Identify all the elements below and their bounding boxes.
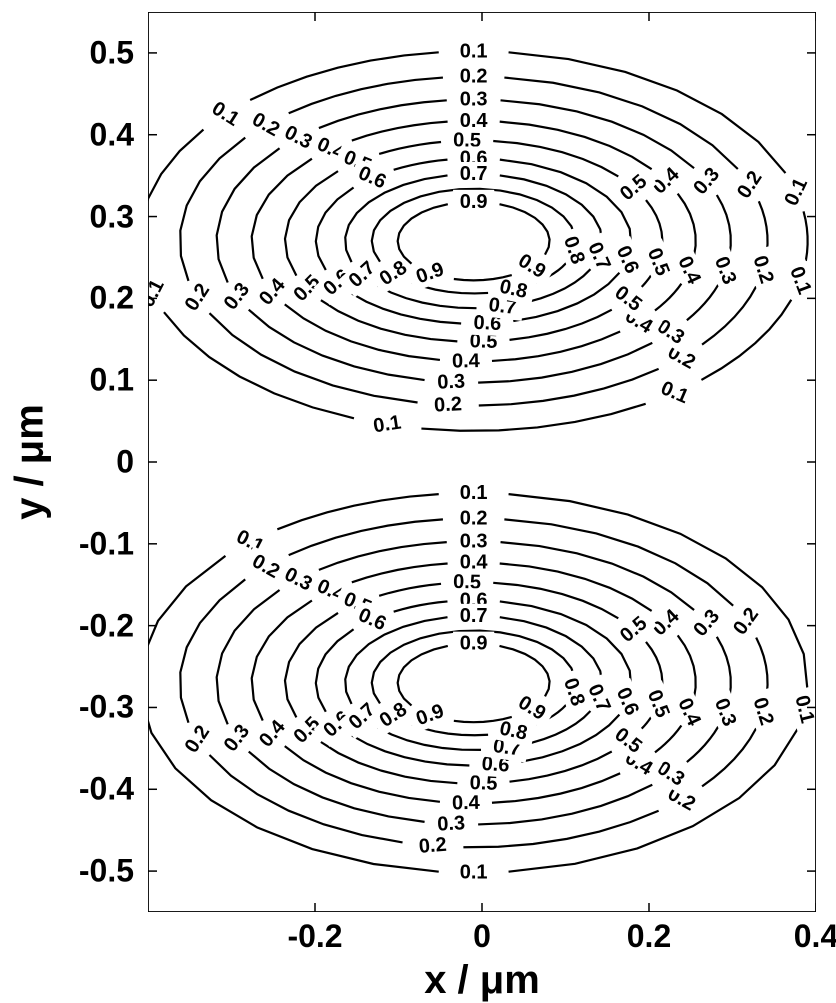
contour-line	[478, 785, 652, 825]
y-tick-label: -0.4	[74, 771, 134, 808]
contour-line	[510, 310, 612, 340]
x-tick-label: 0.4	[794, 918, 836, 955]
y-tick-label: 0.3	[74, 198, 134, 235]
contour-line	[759, 201, 768, 252]
contour-line	[655, 284, 681, 311]
contour-line	[285, 746, 440, 802]
y-tick-label: -0.2	[74, 607, 134, 644]
contour-line	[148, 130, 203, 275]
contour-level-label: 0.3	[460, 89, 488, 111]
contour-line	[285, 304, 440, 360]
contour-line	[701, 300, 791, 380]
contour-line	[252, 600, 312, 720]
contour-level-label: 0.7	[460, 605, 488, 627]
contour-line	[352, 122, 448, 141]
contour-line	[509, 52, 786, 173]
y-tick-label: 0.5	[74, 34, 134, 71]
contour-line	[642, 717, 651, 728]
contour-line	[164, 312, 354, 418]
contour-line	[394, 601, 448, 611]
contour-line	[678, 635, 696, 698]
contour-line	[252, 159, 312, 279]
contour-line	[500, 204, 550, 254]
y-axis-title: y / μm	[8, 404, 53, 520]
contour-line	[285, 613, 338, 717]
contour-line	[642, 275, 651, 286]
contour-line	[479, 369, 659, 406]
contour-level-label: 0.1	[372, 411, 403, 437]
contour-line	[478, 343, 652, 383]
contour-line	[289, 78, 443, 114]
contour-line	[249, 752, 425, 822]
y-tick-label: -0.3	[74, 689, 134, 726]
y-tick-label: 0.4	[74, 116, 134, 153]
contour-level-label: 0.9	[460, 191, 488, 213]
contour-line	[379, 142, 441, 154]
contour-line	[285, 171, 338, 275]
contour-line	[379, 584, 441, 596]
contour-line	[501, 542, 695, 610]
contour-level-label: 0.3	[437, 812, 466, 835]
contour-line	[345, 175, 447, 262]
x-tick-label: 0	[473, 918, 491, 955]
contour-line	[492, 332, 620, 361]
contour-line	[378, 286, 477, 308]
contour-level-label: 0.1	[790, 693, 816, 725]
contour-plot: 0.10.10.10.10.10.10.10.20.20.20.20.20.20…	[148, 12, 816, 912]
contour-line	[289, 519, 443, 555]
contour-line	[804, 211, 808, 261]
y-tick-label: 0.2	[74, 280, 134, 317]
x-axis-title: x / μm	[424, 958, 540, 1003]
contour-level-label: 0.3	[437, 370, 466, 393]
contour-line	[217, 590, 280, 724]
contour-level-label: 0.3	[460, 530, 488, 552]
x-tick-label: -0.2	[287, 918, 342, 955]
contour-line	[717, 195, 731, 256]
contour-level-label: 0.1	[460, 482, 488, 504]
contour-level-label: 0.9	[460, 633, 488, 655]
contour-level-label: 0.1	[460, 40, 488, 62]
contour-line	[217, 148, 280, 282]
contour-level-label: 0.1	[460, 862, 488, 884]
x-tick-label: 0.2	[627, 918, 671, 955]
contour-level-label: 0.7	[460, 163, 488, 185]
contour-line	[352, 563, 448, 582]
y-tick-label: 0	[74, 444, 134, 481]
contour-line	[717, 637, 731, 698]
contour-line	[504, 78, 737, 169]
y-tick-label: -0.1	[74, 525, 134, 562]
contour-line	[394, 160, 448, 170]
contour-line	[180, 138, 245, 281]
contour-line	[209, 313, 417, 402]
contour-line	[509, 729, 798, 872]
contour-line	[501, 100, 695, 168]
y-tick-label: 0.1	[74, 362, 134, 399]
contour-level-label: 0.2	[460, 507, 488, 529]
contour-line	[180, 579, 245, 722]
contour-line	[678, 194, 696, 257]
contour-line	[655, 725, 681, 752]
contour-line	[277, 494, 438, 529]
y-tick-label: -0.5	[74, 853, 134, 890]
contour-level-label: 0.2	[434, 393, 463, 416]
contour-line	[756, 638, 767, 695]
contour-line	[500, 646, 550, 696]
contour-line	[249, 310, 425, 380]
contour-line	[352, 736, 469, 766]
contour-line	[345, 617, 447, 704]
contour-level-label: 0.2	[460, 66, 488, 88]
contour-level-label: 0.2	[418, 834, 447, 858]
